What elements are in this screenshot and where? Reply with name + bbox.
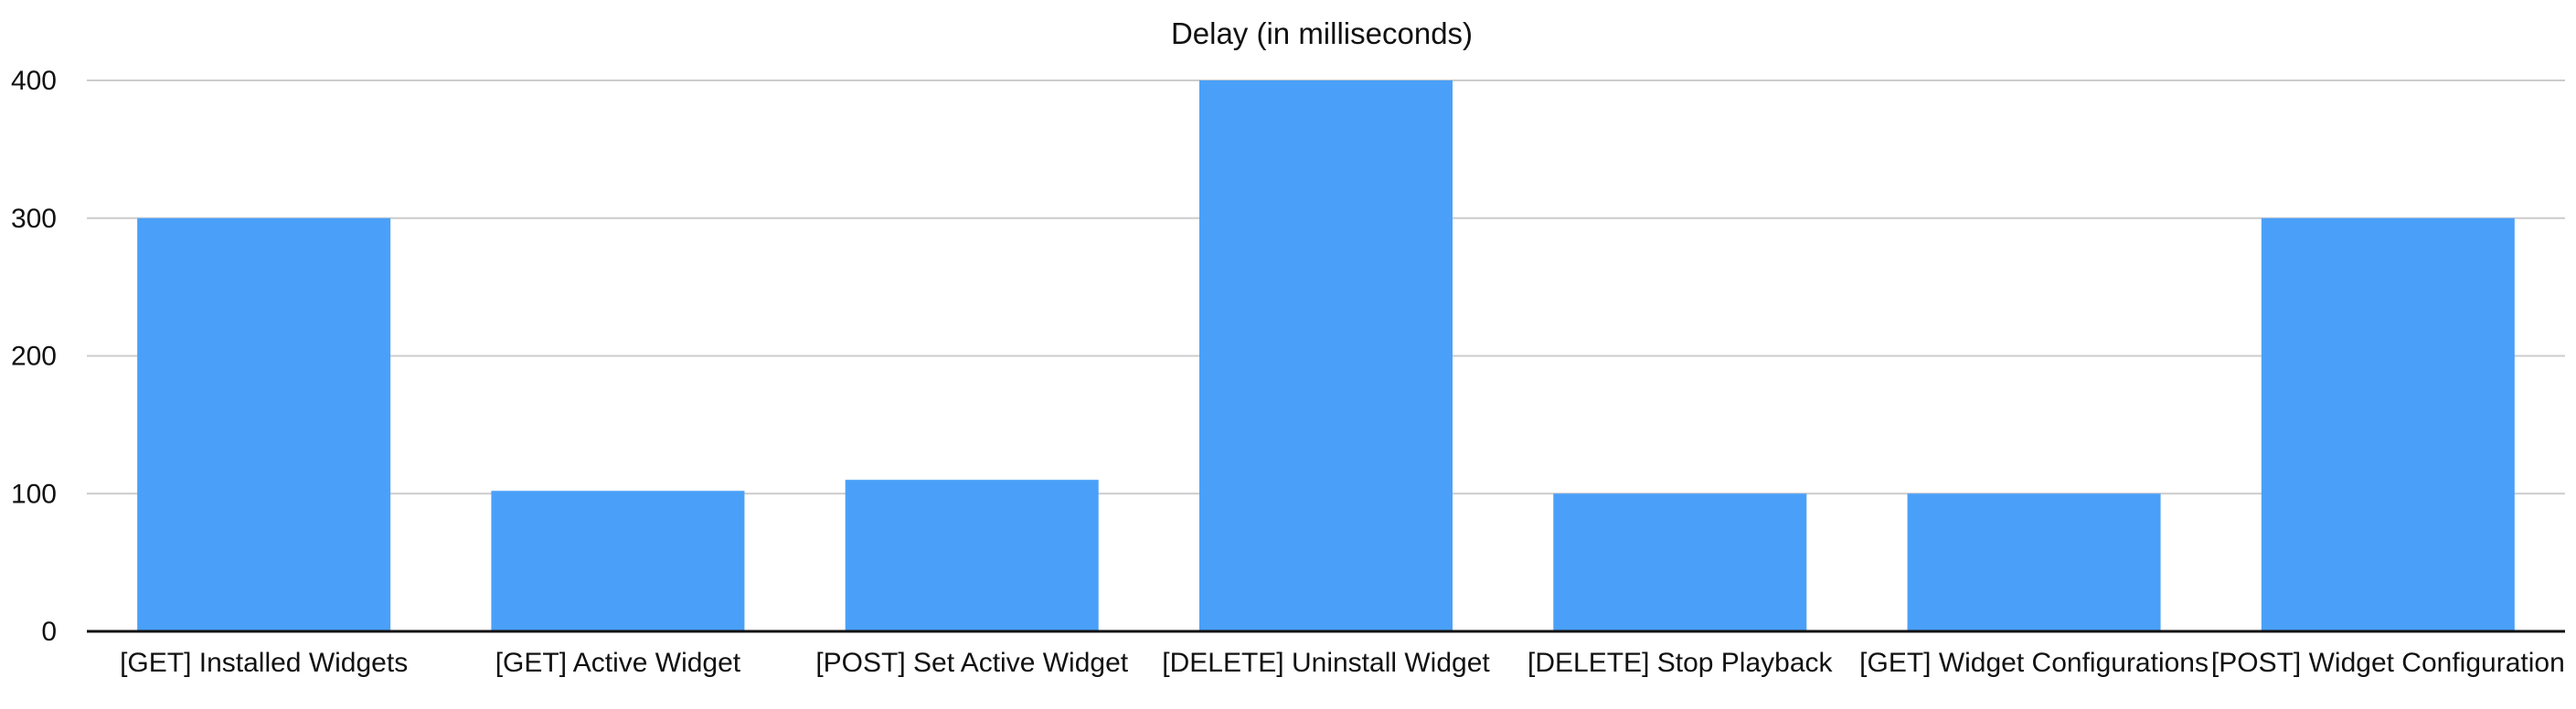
x-category-label: [DELETE] Stop Playback — [1528, 648, 1833, 678]
bar — [1199, 80, 1453, 631]
y-tick-label: 400 — [11, 66, 57, 96]
bar — [491, 491, 745, 631]
bars — [137, 80, 2515, 631]
bar — [2261, 217, 2515, 631]
x-category-label: [GET] Active Widget — [495, 648, 741, 678]
y-tick-label: 100 — [11, 479, 57, 509]
chart-title: Delay (in milliseconds) — [1171, 16, 1473, 50]
bar — [1553, 493, 1807, 631]
y-tick-label: 300 — [11, 204, 57, 234]
y-tick-label: 0 — [41, 617, 57, 647]
y-tick-label: 200 — [11, 342, 57, 372]
y-tick-labels: 0 100 200 300 400 — [11, 66, 57, 647]
x-category-label: [GET] Installed Widgets — [120, 648, 408, 678]
x-category-label: [DELETE] Uninstall Widget — [1162, 648, 1490, 678]
x-category-labels: [GET] Installed Widgets [GET] Active Widg… — [120, 648, 2565, 678]
bar — [845, 480, 1099, 631]
bar — [1907, 493, 2161, 631]
x-category-label: [POST] Set Active Widget — [815, 648, 1128, 678]
x-category-label: [POST] Widget Configuration — [2211, 648, 2565, 678]
bar — [137, 217, 391, 631]
x-category-label: [GET] Widget Configurations — [1859, 648, 2209, 678]
